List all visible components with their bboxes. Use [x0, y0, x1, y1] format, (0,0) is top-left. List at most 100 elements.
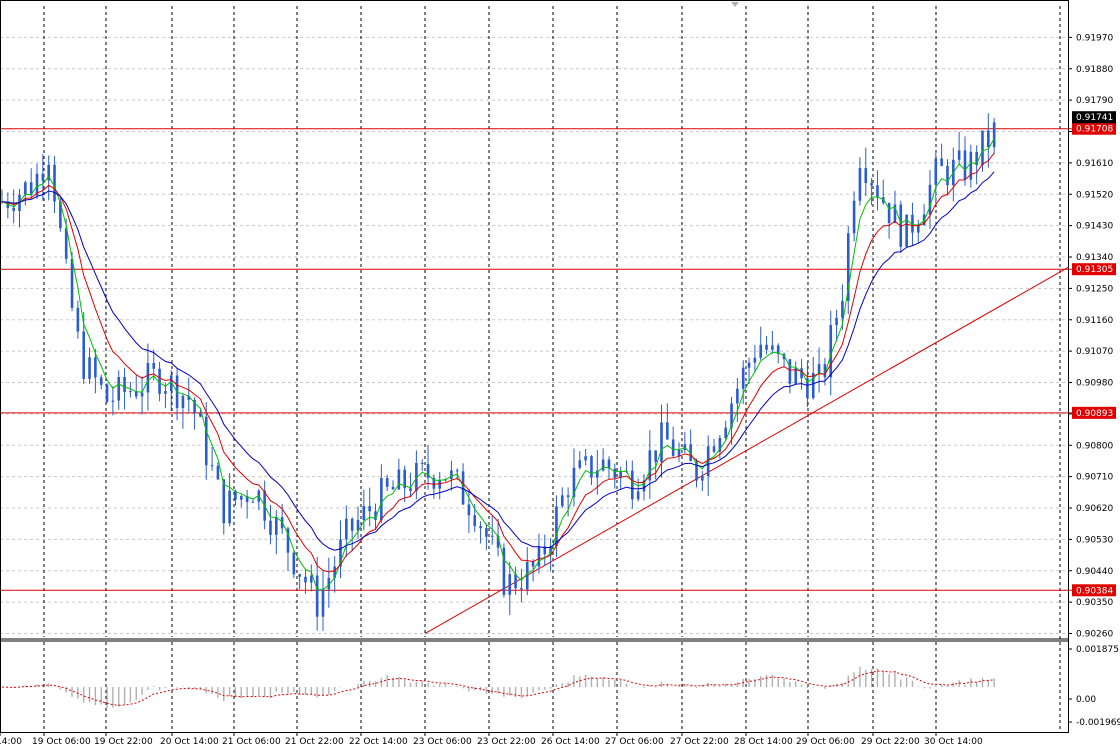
candle-body: [304, 576, 307, 583]
candle-body: [514, 574, 517, 589]
candle-body: [946, 165, 949, 186]
candle-body: [210, 465, 214, 467]
price-tags: 0.91708 0.91305 0.90893 0.90384 0.91741: [1072, 111, 1116, 597]
candle-body: [397, 469, 401, 490]
trendline: [424, 267, 1069, 634]
chart-frame: [0, 0, 1069, 733]
candle-body: [199, 413, 202, 417]
candle-body: [846, 233, 850, 302]
candle-body: [712, 446, 716, 452]
candle-body: [736, 388, 739, 404]
moving-averages: [1, 138, 995, 591]
x-tick-label: 23 Oct 06:00: [413, 737, 472, 747]
candle-body: [461, 471, 465, 505]
x-tick-label: 28 Oct 14:00: [734, 737, 793, 747]
y-tick-label: 0.90800: [1076, 441, 1113, 451]
candle-body: [24, 182, 27, 195]
candle-body: [520, 588, 523, 590]
candle-body: [76, 307, 80, 332]
candle-body: [893, 204, 897, 224]
candle-body: [572, 467, 576, 498]
candle-body: [105, 384, 109, 402]
x-tick-label: 14:00: [0, 737, 22, 747]
candle-body: [129, 390, 132, 392]
candle-body: [374, 511, 377, 520]
indicator-y-tick-label: -0.001969: [1076, 718, 1120, 728]
candle-body: [164, 390, 167, 394]
candle-body: [771, 345, 774, 350]
candle-body: [607, 459, 611, 469]
candle-body: [835, 317, 838, 326]
level-tag: [1072, 406, 1116, 419]
candle-body: [776, 345, 780, 354]
candle-body: [525, 561, 529, 590]
candle-body: [356, 519, 360, 531]
candle-body: [123, 377, 126, 392]
candle-body: [409, 488, 412, 492]
candle-body: [485, 528, 488, 537]
y-tick-label: 0.90260: [1076, 630, 1113, 640]
chart-shift-marker: [731, 2, 739, 7]
candle-body: [64, 228, 68, 259]
x-tick-label: 20 Oct 14:00: [160, 737, 219, 747]
current-price-tag: [1072, 111, 1116, 124]
candle-body: [99, 377, 103, 385]
level-tag: [1072, 584, 1116, 597]
candle-body: [905, 214, 908, 247]
candle-body: [730, 403, 733, 428]
candle-body: [601, 459, 605, 471]
candle-body: [169, 375, 173, 391]
candle-body: [438, 480, 442, 489]
y-tick-label: 0.91970: [1076, 33, 1113, 43]
candle-body: [467, 504, 471, 516]
candle-body: [339, 539, 342, 567]
candle-body: [345, 518, 348, 540]
candle-body: [759, 344, 763, 358]
candle-body: [385, 478, 389, 487]
candle-body: [502, 547, 506, 595]
candle-body: [595, 470, 599, 478]
candle-body: [193, 399, 196, 414]
candle-body: [35, 173, 39, 196]
candle-body: [152, 362, 156, 369]
candle-body: [298, 574, 301, 577]
candle-body: [695, 461, 698, 481]
y-tick-label: 0.90530: [1076, 535, 1113, 545]
candle-body: [578, 460, 582, 468]
candle-body: [292, 552, 296, 575]
candle-body: [817, 364, 821, 373]
y-tick-label: 0.91610: [1076, 159, 1113, 169]
candle-body: [957, 150, 961, 160]
candle-body: [701, 476, 704, 481]
current-price-label: 0.91741: [1076, 113, 1113, 123]
candle-body: [204, 416, 208, 466]
candle-body: [239, 496, 243, 500]
candle-body: [310, 575, 313, 583]
candle-body: [765, 344, 768, 350]
level-tag-label: 0.90384: [1076, 586, 1113, 596]
candle-body: [706, 446, 710, 477]
candle-body: [584, 456, 587, 461]
candle-body: [59, 201, 62, 229]
indicator-pane: [1, 666, 995, 709]
candle-body: [41, 173, 45, 181]
trendline: [424, 267, 1069, 634]
x-tick-label: 21 Oct 06:00: [222, 737, 281, 747]
candle-body: [613, 468, 617, 478]
candle-body: [286, 528, 290, 553]
candle-body: [426, 463, 430, 478]
candle-body: [6, 201, 10, 208]
candle-body: [666, 422, 669, 440]
x-tick-label: 19 Oct 22:00: [94, 737, 153, 747]
candle-body: [455, 470, 459, 472]
candle-body: [380, 478, 383, 520]
candle-body: [747, 362, 751, 368]
candle-body: [508, 574, 512, 595]
candle-body: [368, 506, 371, 512]
candle-body: [158, 368, 161, 394]
candle-body: [992, 122, 996, 148]
time-axis: 14:00 19 Oct 06:0019 Oct 22:00 20 Oct 14:0…: [0, 732, 983, 747]
candle-body: [473, 515, 477, 527]
candle-body: [391, 486, 395, 490]
